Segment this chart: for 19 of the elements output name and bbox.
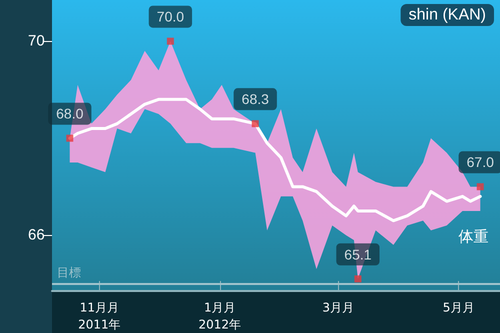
- y-tick-label: 66: [28, 226, 45, 244]
- y-tick-label: 70: [28, 32, 45, 50]
- data-label: 70.0: [156, 8, 184, 25]
- chart-title: shin (KAN): [408, 6, 486, 24]
- x-tick-label: 5月月: [442, 300, 474, 314]
- point: [354, 275, 362, 282]
- data-label: 68.0: [56, 106, 84, 122]
- series-label: 体重: [458, 227, 488, 246]
- data-label: 65.1: [344, 246, 372, 262]
- point: [252, 120, 259, 128]
- point: [66, 134, 74, 142]
- point: [476, 183, 484, 190]
- x-tick-label: 3月月: [322, 300, 354, 314]
- ref-line-label: 目標: [57, 266, 81, 280]
- point: [166, 38, 174, 45]
- data-label: 67.0: [466, 154, 494, 170]
- x-tick-label: 11月月 2011年: [78, 300, 121, 332]
- x-tick-label: 1月月 2012年: [198, 300, 242, 332]
- data-label: 68.3: [242, 91, 270, 108]
